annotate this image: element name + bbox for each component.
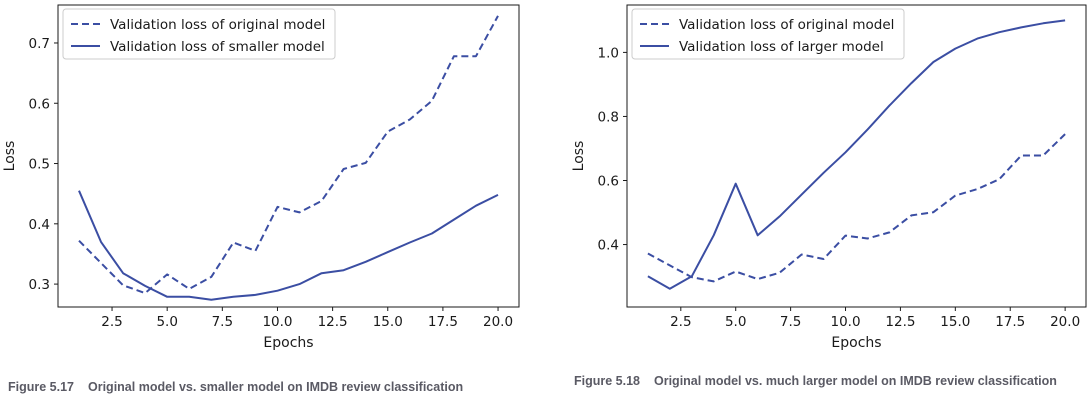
- x-tick-label: 10.0: [262, 314, 292, 330]
- figure-number: Figure 5.17: [8, 380, 74, 394]
- figure-caption-text: Original model vs. smaller model on IMDB…: [88, 380, 464, 394]
- y-tick-label: 0.6: [29, 96, 50, 112]
- figure-caption-text: Original model vs. much larger model on …: [654, 374, 1057, 388]
- x-tick-label: 5.0: [156, 314, 177, 330]
- legend-box: [631, 8, 905, 60]
- y-axis-label: Loss: [571, 141, 587, 172]
- x-tick-label: 20.0: [483, 314, 513, 330]
- legend-label: Validation loss of larger model: [679, 39, 884, 55]
- series-line-original: [647, 133, 1066, 283]
- y-tick-label: 0.6: [598, 173, 619, 189]
- y-tick-label: 0.4: [29, 217, 50, 233]
- x-axis-label: Epochs: [263, 335, 313, 351]
- figure-number: Figure 5.18: [574, 374, 640, 388]
- series-line-original: [78, 15, 499, 295]
- legend-label: Validation loss of original model: [679, 17, 894, 33]
- series-line-comparison: [78, 190, 499, 301]
- x-tick-label: 2.5: [670, 314, 691, 330]
- x-tick-label: 12.5: [885, 314, 915, 330]
- legend-box: [62, 8, 336, 60]
- x-tick-label: 2.5: [101, 314, 122, 330]
- x-tick-label: 10.0: [830, 314, 860, 330]
- legend-label: Validation loss of original model: [110, 17, 325, 33]
- x-tick-label: 7.5: [780, 314, 801, 330]
- chart-original-vs-smaller: 2.5 5.0 7.5 10.0 12.5 15.0 17.5 20.0 0.3 0.4 0.5 0.…: [2, 4, 520, 351]
- y-tick-label: 0.7: [29, 36, 50, 52]
- x-tick-label: 20.0: [1050, 314, 1080, 330]
- plot-frame: [57, 4, 520, 308]
- plot-frame: [626, 4, 1087, 308]
- legend: Validation loss of original model Validat…: [62, 8, 336, 60]
- y-tick-label: 0.5: [29, 157, 50, 173]
- x-tick-label: 7.5: [212, 314, 233, 330]
- legend-label: Validation loss of smaller model: [110, 39, 325, 55]
- x-axis-label: Epochs: [831, 335, 881, 351]
- y-tick-label: 0.8: [598, 109, 619, 125]
- x-tick-label: 15.0: [940, 314, 970, 330]
- legend: Validation loss of original model Validat…: [631, 8, 905, 60]
- figure-caption-5-18: Figure 5.18 Original model vs. much large…: [574, 373, 1074, 389]
- x-tick-label: 12.5: [318, 314, 348, 330]
- x-tick-label: 5.0: [725, 314, 746, 330]
- y-tick-label: 0.4: [598, 238, 619, 254]
- figure-caption-5-17: Figure 5.17 Original model vs. smaller mo…: [8, 379, 548, 395]
- x-tick-label: 15.0: [373, 314, 403, 330]
- x-tick-label: 17.5: [428, 314, 458, 330]
- y-axis-label: Loss: [2, 141, 18, 172]
- y-tick-label: 1.0: [598, 45, 619, 61]
- x-tick-label: 17.5: [995, 314, 1025, 330]
- chart-original-vs-larger: 2.5 5.0 7.5 10.0 12.5 15.0 17.5 20.0 0.4 0.6 0.8 1.…: [571, 4, 1087, 351]
- series-line-comparison: [647, 19, 1066, 290]
- y-tick-label: 0.3: [29, 277, 50, 293]
